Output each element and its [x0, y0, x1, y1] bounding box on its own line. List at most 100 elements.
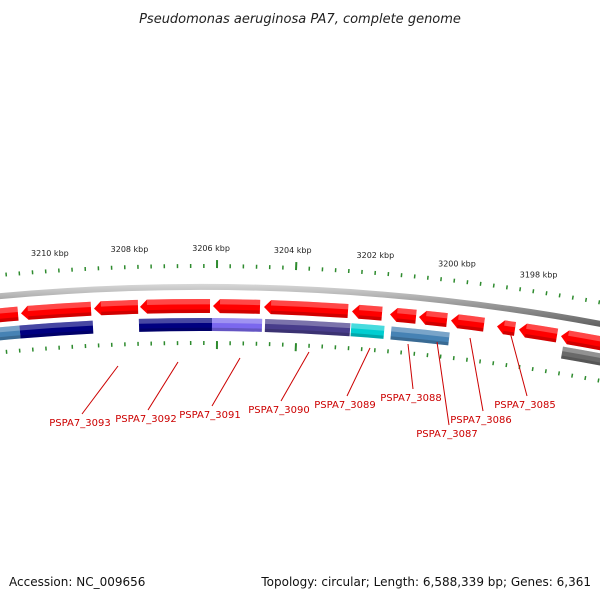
forward-gene-arrow [264, 300, 349, 319]
gene-highlight [391, 326, 450, 338]
gene-label-8: PSPA7_3086 [450, 415, 511, 426]
gene-shade [264, 328, 350, 337]
gene-body [0, 306, 19, 323]
scale-labels: 3210 kbp 3208 kbp 3206 kbp 3204 kbp 3202 kbp… [31, 244, 557, 279]
gene-body [390, 326, 450, 346]
forward-gene-arrow [390, 307, 417, 324]
minor-tick [519, 287, 522, 292]
gene-shade [0, 317, 19, 323]
minor-tick [571, 295, 574, 300]
label-leader-line [280, 351, 310, 402]
gene-highlight [220, 299, 261, 306]
gene-highlight [265, 318, 351, 329]
gene-body [419, 310, 448, 328]
inner-minor-tick [479, 359, 482, 364]
minor-tick [479, 281, 482, 286]
map-title: Pseudomonas aeruginosa PA7, complete gen… [139, 12, 461, 27]
gene-label-6: PSPA7_3088 [380, 393, 441, 404]
gene-shade [139, 327, 212, 332]
gene-shade [502, 330, 515, 336]
label-leader-line [407, 343, 414, 390]
inner-minor-tick [531, 366, 534, 372]
gene-body [0, 325, 21, 341]
gene-highlight [100, 299, 138, 307]
forward-strand-genes [0, 298, 600, 366]
inner-minor-tick [544, 369, 547, 374]
gene-highlight [138, 318, 213, 324]
label-leader-line [346, 347, 371, 397]
gene-highlight [562, 346, 600, 358]
gene-highlight [504, 320, 517, 328]
gene-body [19, 320, 94, 339]
gene-body [21, 301, 92, 320]
gene-body [560, 346, 600, 366]
gene-highlight [426, 310, 448, 319]
gene-shade [390, 336, 449, 346]
inner-minor-tick [492, 361, 495, 366]
gene-highlight [0, 306, 18, 314]
minor-tick [532, 289, 535, 294]
forward-gene-arrow [140, 298, 211, 314]
gene-highlight [27, 301, 91, 312]
gene-label-1: PSPA7_3093 [49, 418, 110, 429]
gene-highlight [351, 323, 385, 331]
gene-shade [211, 327, 262, 332]
topology-text: Topology: circular; Length: 6,588,339 bp… [260, 575, 591, 589]
reverse-gene-arrow [390, 326, 450, 346]
scale-label: 3202 kbp [357, 251, 395, 260]
forward-gene-arrow [419, 310, 448, 328]
forward-gene-arrow [352, 304, 383, 321]
backbone-arc [0, 284, 600, 327]
label-leader-line [81, 365, 119, 415]
forward-gene-arrow [0, 306, 19, 323]
gene-body [213, 299, 261, 314]
gene-shade [350, 333, 384, 339]
gene-highlight [271, 300, 349, 310]
gene-shade [358, 315, 382, 321]
reverse-gene-arrow [350, 323, 385, 339]
scale-label: 3206 kbp [192, 244, 230, 253]
gene-body [497, 320, 517, 336]
label-leader-line [469, 337, 484, 412]
accession-text: Accession: NC_009656 [9, 575, 145, 589]
gene-shade [219, 309, 260, 314]
scale-label: 3204 kbp [274, 246, 312, 255]
gene-shade [0, 335, 21, 341]
reverse-strand-genes [0, 318, 450, 346]
gene-shade [270, 310, 348, 319]
scale-label: 3200 kbp [438, 259, 476, 268]
gray-gene-arrow [560, 346, 600, 366]
inner-minor-tick [557, 371, 561, 376]
gene-label-7: PSPA7_3087 [416, 429, 477, 440]
forward-gene-arrow [519, 323, 559, 343]
reverse-gene-arrow [138, 318, 213, 332]
gene-label-5: PSPA7_3089 [314, 400, 375, 411]
minor-tick [598, 300, 600, 305]
scale-label: 3210 kbp [31, 249, 69, 258]
minor-tick [505, 285, 508, 290]
gene-body [211, 318, 263, 332]
minor-tick [545, 291, 548, 296]
forward-gene-arrow [451, 314, 485, 332]
gene-body [140, 298, 211, 314]
gene-highlight [568, 330, 600, 342]
gene-highlight [19, 320, 93, 331]
gene-shade [147, 309, 210, 314]
forward-gene-arrow [21, 301, 92, 320]
gene-label-9: PSPA7_3085 [494, 400, 555, 411]
minor-tick [492, 283, 495, 288]
gene-label-2: PSPA7_3092 [115, 414, 176, 425]
gene-body [138, 318, 213, 332]
reverse-gene-arrow [211, 318, 263, 332]
gene-body [390, 307, 417, 324]
gene-highlight [212, 318, 263, 324]
label-leader-line [211, 357, 241, 407]
inner-minor-tick [584, 375, 587, 381]
gene-shade [566, 340, 600, 351]
gene-labels: PSPA7_3093 PSPA7_3092 PSPA7_3091 PSPA7_3090… [49, 393, 555, 440]
gene-shade [101, 310, 139, 316]
gene-shade [396, 318, 416, 324]
label-leader-line [147, 361, 179, 411]
gene-body [350, 323, 385, 339]
